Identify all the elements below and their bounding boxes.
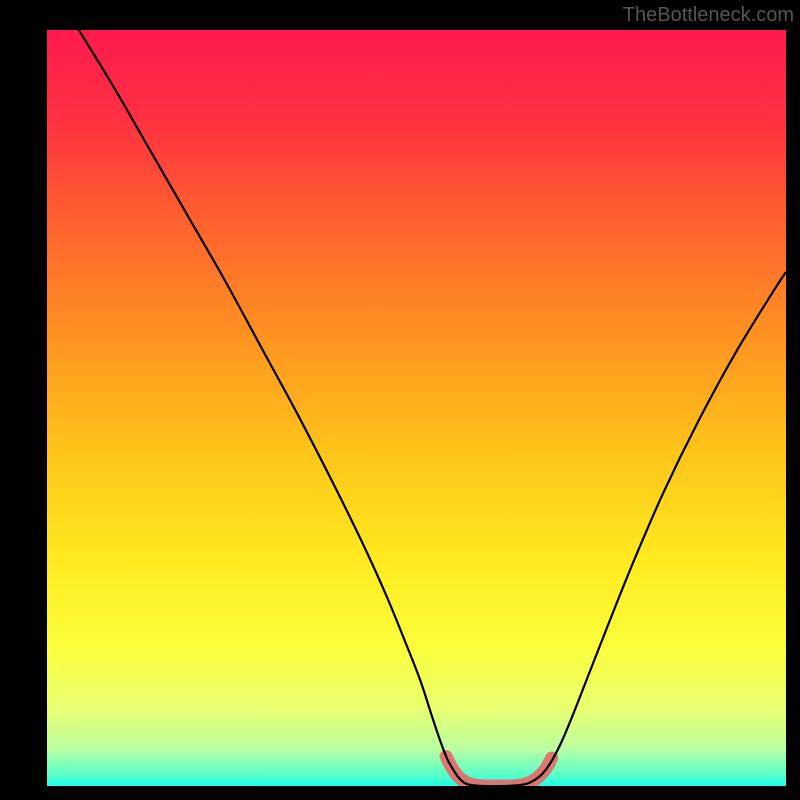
curve-layer [47, 30, 786, 786]
frame-border-right [786, 0, 800, 800]
watermark-text: TheBottleneck.com [623, 4, 794, 27]
plot-area [47, 30, 786, 786]
chart-container: TheBottleneck.com [0, 0, 800, 800]
frame-border-left [0, 0, 47, 800]
bottleneck-curve [79, 30, 786, 786]
frame-border-bottom [0, 786, 800, 800]
